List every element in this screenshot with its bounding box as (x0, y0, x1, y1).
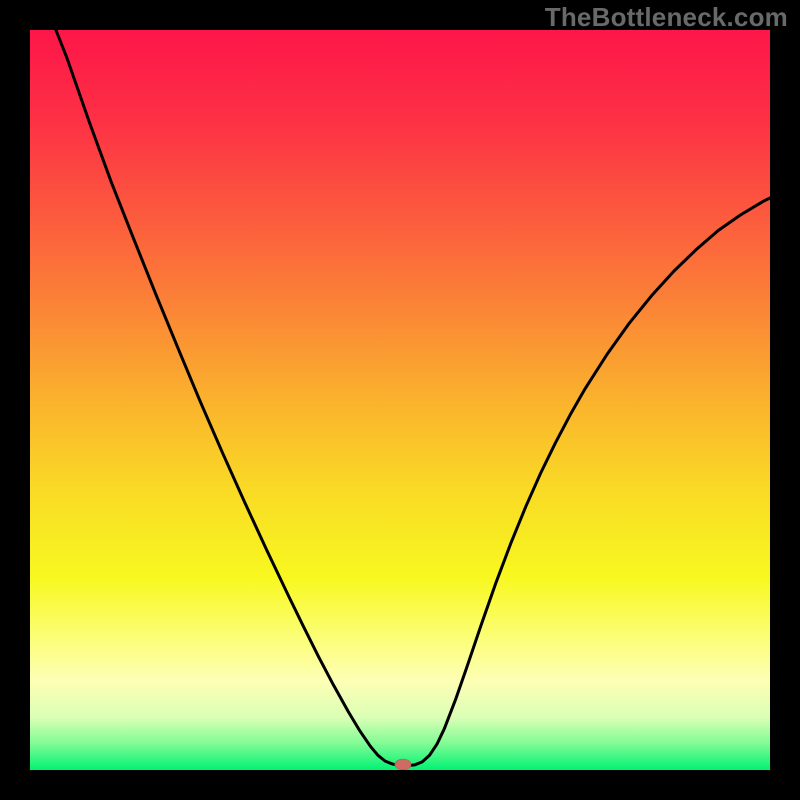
plot-area (30, 30, 770, 770)
chart-svg (30, 30, 770, 770)
watermark-text: TheBottleneck.com (545, 2, 788, 33)
gradient-background (30, 30, 770, 770)
min-marker (395, 759, 411, 770)
